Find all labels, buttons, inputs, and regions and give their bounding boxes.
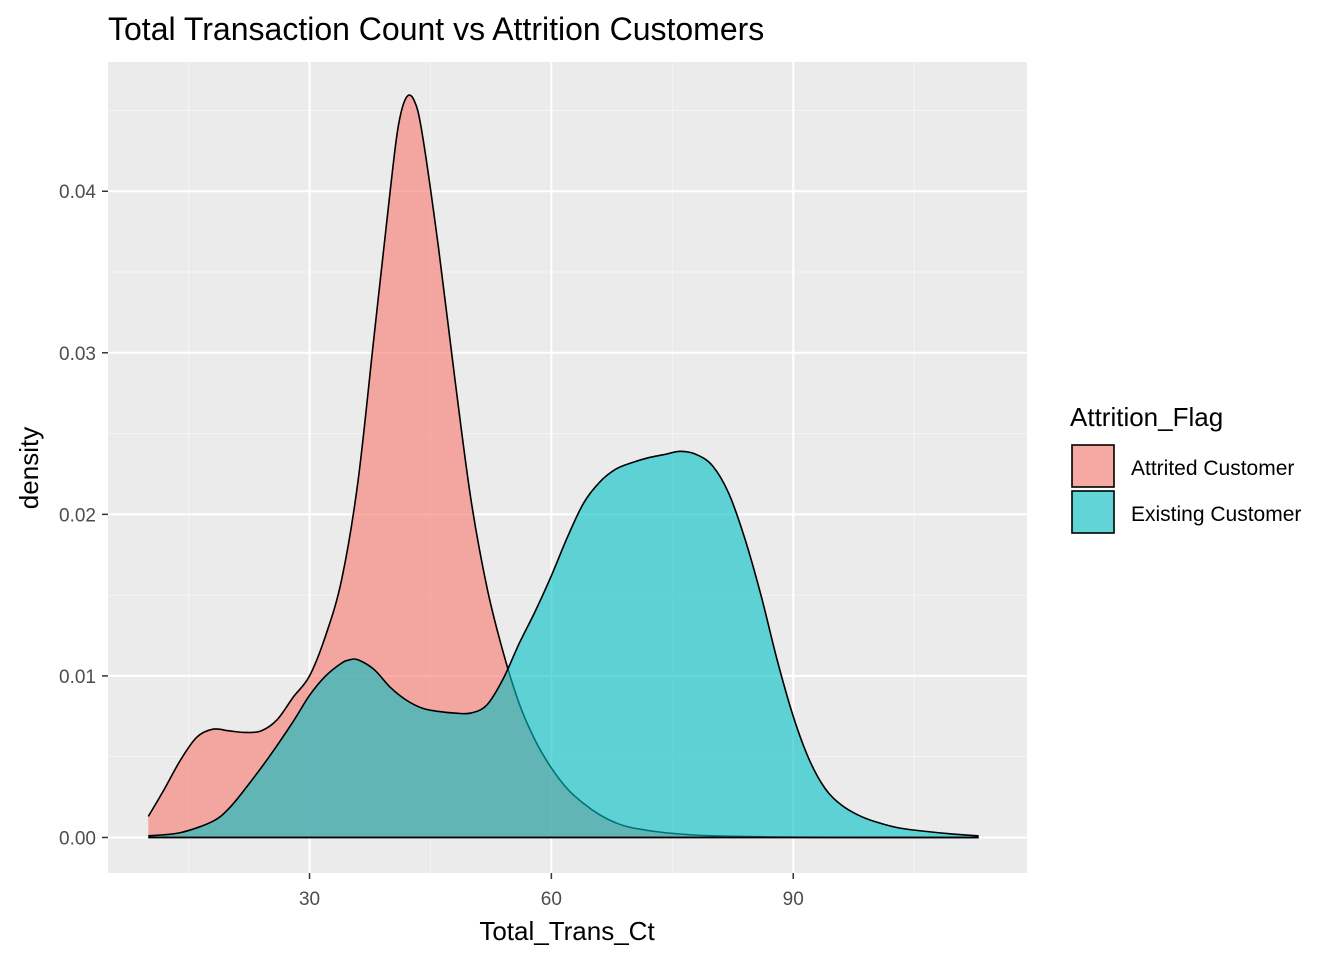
density-area-existing — [148, 451, 979, 838]
tick-labels: 30 60 90 0.00 0.01 0.02 0.03 0.04 — [59, 182, 804, 910]
axis-ticks — [102, 190, 794, 879]
legend-title: Attrition_Flag — [1070, 402, 1223, 432]
density-area-attrited — [148, 95, 979, 838]
y-tick-label: 0.00 — [59, 828, 96, 849]
y-tick-label: 0.02 — [59, 505, 96, 526]
legend-items: Attrited Customer Existing Customer — [1071, 444, 1301, 534]
legend: Attrition_Flag Attrited Customer Existing… — [1070, 402, 1301, 534]
y-axis-title: density — [14, 427, 44, 509]
y-tick-label: 0.04 — [59, 182, 96, 203]
legend-swatch — [1071, 444, 1115, 488]
y-tick-label: 0.03 — [59, 344, 96, 365]
x-tick-label: 60 — [541, 889, 562, 910]
density-areas — [147, 94, 979, 839]
density-outline-existing — [148, 450, 979, 837]
legend-swatch — [1071, 490, 1115, 534]
legend-label: Attrited Customer — [1131, 457, 1294, 480]
x-tick-label: 30 — [299, 889, 320, 910]
y-tick-label: 0.01 — [59, 667, 96, 688]
legend-label: Existing Customer — [1131, 503, 1301, 526]
x-tick-label: 90 — [783, 889, 804, 910]
x-axis-title: Total_Trans_Ct — [479, 916, 655, 946]
chart-title: Total Transaction Count vs Attrition Cus… — [108, 11, 764, 47]
